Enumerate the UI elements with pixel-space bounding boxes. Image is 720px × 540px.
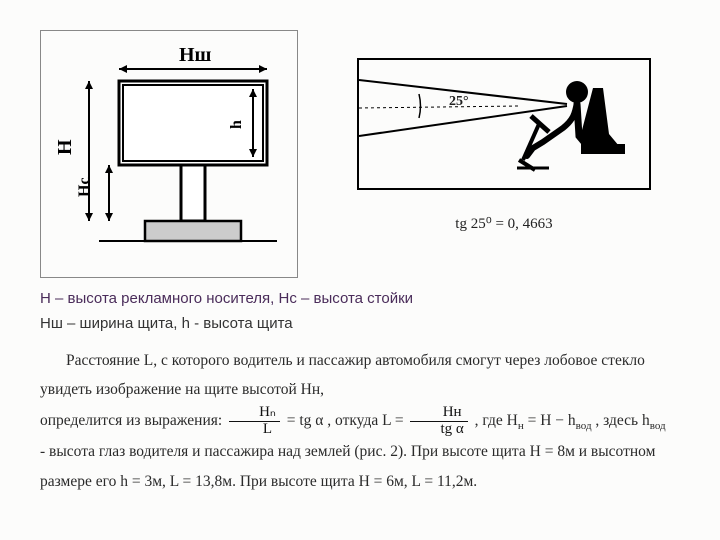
para-t4: , где H (475, 412, 518, 429)
def-line-2: Нш – ширина щита, h - высота щита (40, 315, 680, 332)
fraction-1: HₙL (229, 405, 280, 438)
driver-diagram: 25° (357, 58, 651, 190)
para-t1: Расстояние L, с которого водитель и пасс… (40, 352, 645, 398)
sub-vod-1: вод (576, 420, 592, 432)
para-t5: = H − h (528, 412, 576, 429)
frac1-num: Hₙ (229, 405, 280, 422)
top-row: H Hс Hш h (40, 30, 680, 278)
label-H: H (54, 139, 76, 155)
right-column: 25° tg 25⁰ = 0, 4663 (328, 30, 680, 233)
sub-n-1: н (518, 420, 524, 432)
fraction-2: Hнtg α (410, 405, 467, 438)
sub-vod-2: вод (650, 420, 666, 432)
frac2-den: tg α (410, 422, 467, 438)
para-t2: определится из выражения: (40, 412, 222, 429)
driver-svg (359, 60, 649, 188)
label-Hsh: Hш (179, 44, 212, 66)
definitions: Н – высота рекламного носителя, Нс – выс… (40, 290, 680, 332)
billboard-diagram: H Hс Hш h (40, 30, 298, 278)
para-t3: = tg α , откуда L = (287, 412, 404, 429)
para-t7: - высота глаз водителя и пассажира над з… (40, 443, 655, 489)
frac2-num: Hн (410, 405, 467, 422)
label-Hc: Hс (76, 177, 93, 197)
label-h: h (228, 120, 245, 129)
paragraph: Расстояние L, с которого водитель и пасс… (40, 346, 680, 496)
def-line-1: Н – высота рекламного носителя, Нс – выс… (40, 290, 680, 307)
angle-label: 25° (449, 94, 469, 110)
para-t6: , здесь h (595, 412, 649, 429)
billboard-svg: H Hс Hш h (49, 39, 289, 269)
frac1-den: L (229, 422, 280, 438)
tg-equation: tg 25⁰ = 0, 4663 (455, 214, 552, 233)
